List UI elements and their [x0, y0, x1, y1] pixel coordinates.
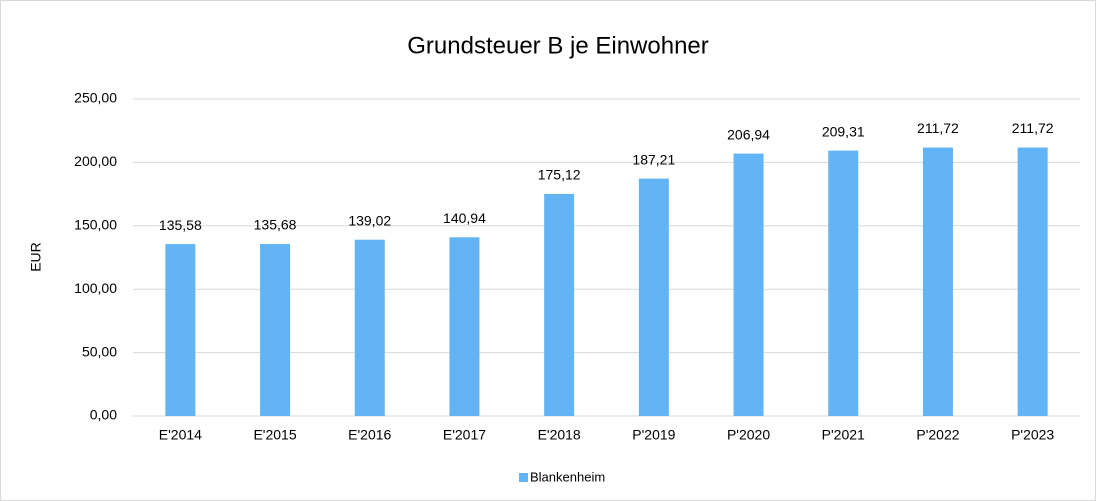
data-label: 206,94: [727, 126, 770, 142]
x-tick-label: E'2014: [159, 427, 202, 443]
bar: [449, 237, 480, 416]
x-tick-label: E'2017: [443, 427, 486, 443]
x-tick-label: P'2023: [1011, 427, 1054, 443]
data-label: 140,94: [443, 210, 486, 226]
legend-swatch: [519, 473, 528, 482]
x-tick-label: P'2019: [632, 427, 675, 443]
x-tick-label: P'2021: [822, 427, 865, 443]
x-tick-label: E'2018: [538, 427, 581, 443]
bar: [544, 193, 575, 416]
y-tick-label: 200,00: [74, 153, 117, 169]
bar: [828, 150, 859, 417]
bar: [1017, 147, 1048, 416]
bar: [638, 178, 669, 416]
data-label: 187,21: [632, 151, 675, 167]
legend-label: Blankenheim: [530, 469, 605, 484]
y-tick-label: 150,00: [74, 217, 117, 233]
data-label: 209,31: [822, 123, 865, 139]
y-tick-label: 250,00: [74, 90, 117, 106]
chart-title: Grundsteuer B je Einwohner: [407, 32, 709, 59]
data-label: 211,72: [1012, 120, 1054, 136]
x-tick-label: E'2016: [348, 427, 391, 443]
x-tick-label: P'2022: [916, 427, 959, 443]
bar: [922, 147, 953, 416]
y-tick-label: 50,00: [82, 343, 117, 359]
bar: [260, 243, 291, 416]
bar: [165, 244, 196, 416]
data-label: 175,12: [538, 167, 581, 183]
x-tick-label: P'2020: [727, 427, 770, 443]
bar: [354, 239, 385, 416]
bar: [733, 153, 764, 416]
y-tick-label: 100,00: [74, 280, 117, 296]
x-tick-label: E'2015: [253, 427, 296, 443]
data-label: 135,68: [254, 217, 297, 233]
y-tick-label: 0,00: [90, 407, 117, 423]
data-label: 211,72: [917, 120, 959, 136]
data-label: 135,58: [159, 217, 202, 233]
y-axis-label: EUR: [28, 242, 44, 272]
data-label: 139,02: [348, 212, 391, 228]
